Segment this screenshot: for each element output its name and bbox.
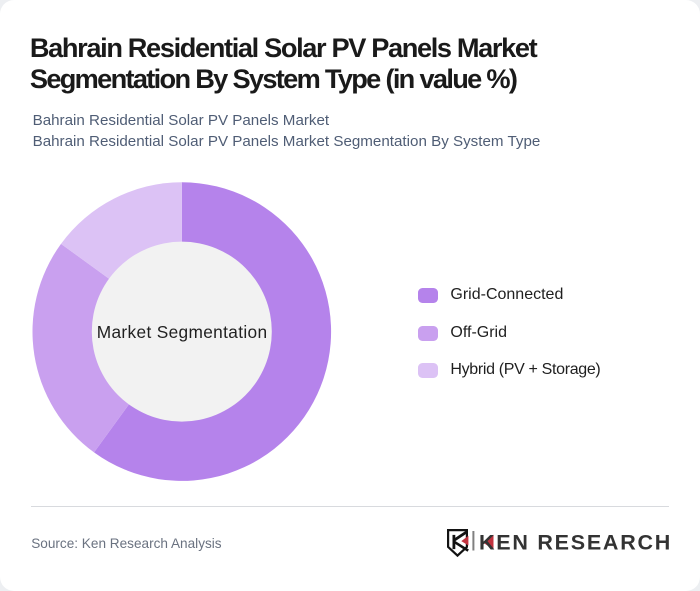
svg-text:KEN RESEARCH: KEN RESEARCH	[479, 531, 672, 555]
svg-text:Market Segmentation: Market Segmentation	[97, 322, 268, 342]
